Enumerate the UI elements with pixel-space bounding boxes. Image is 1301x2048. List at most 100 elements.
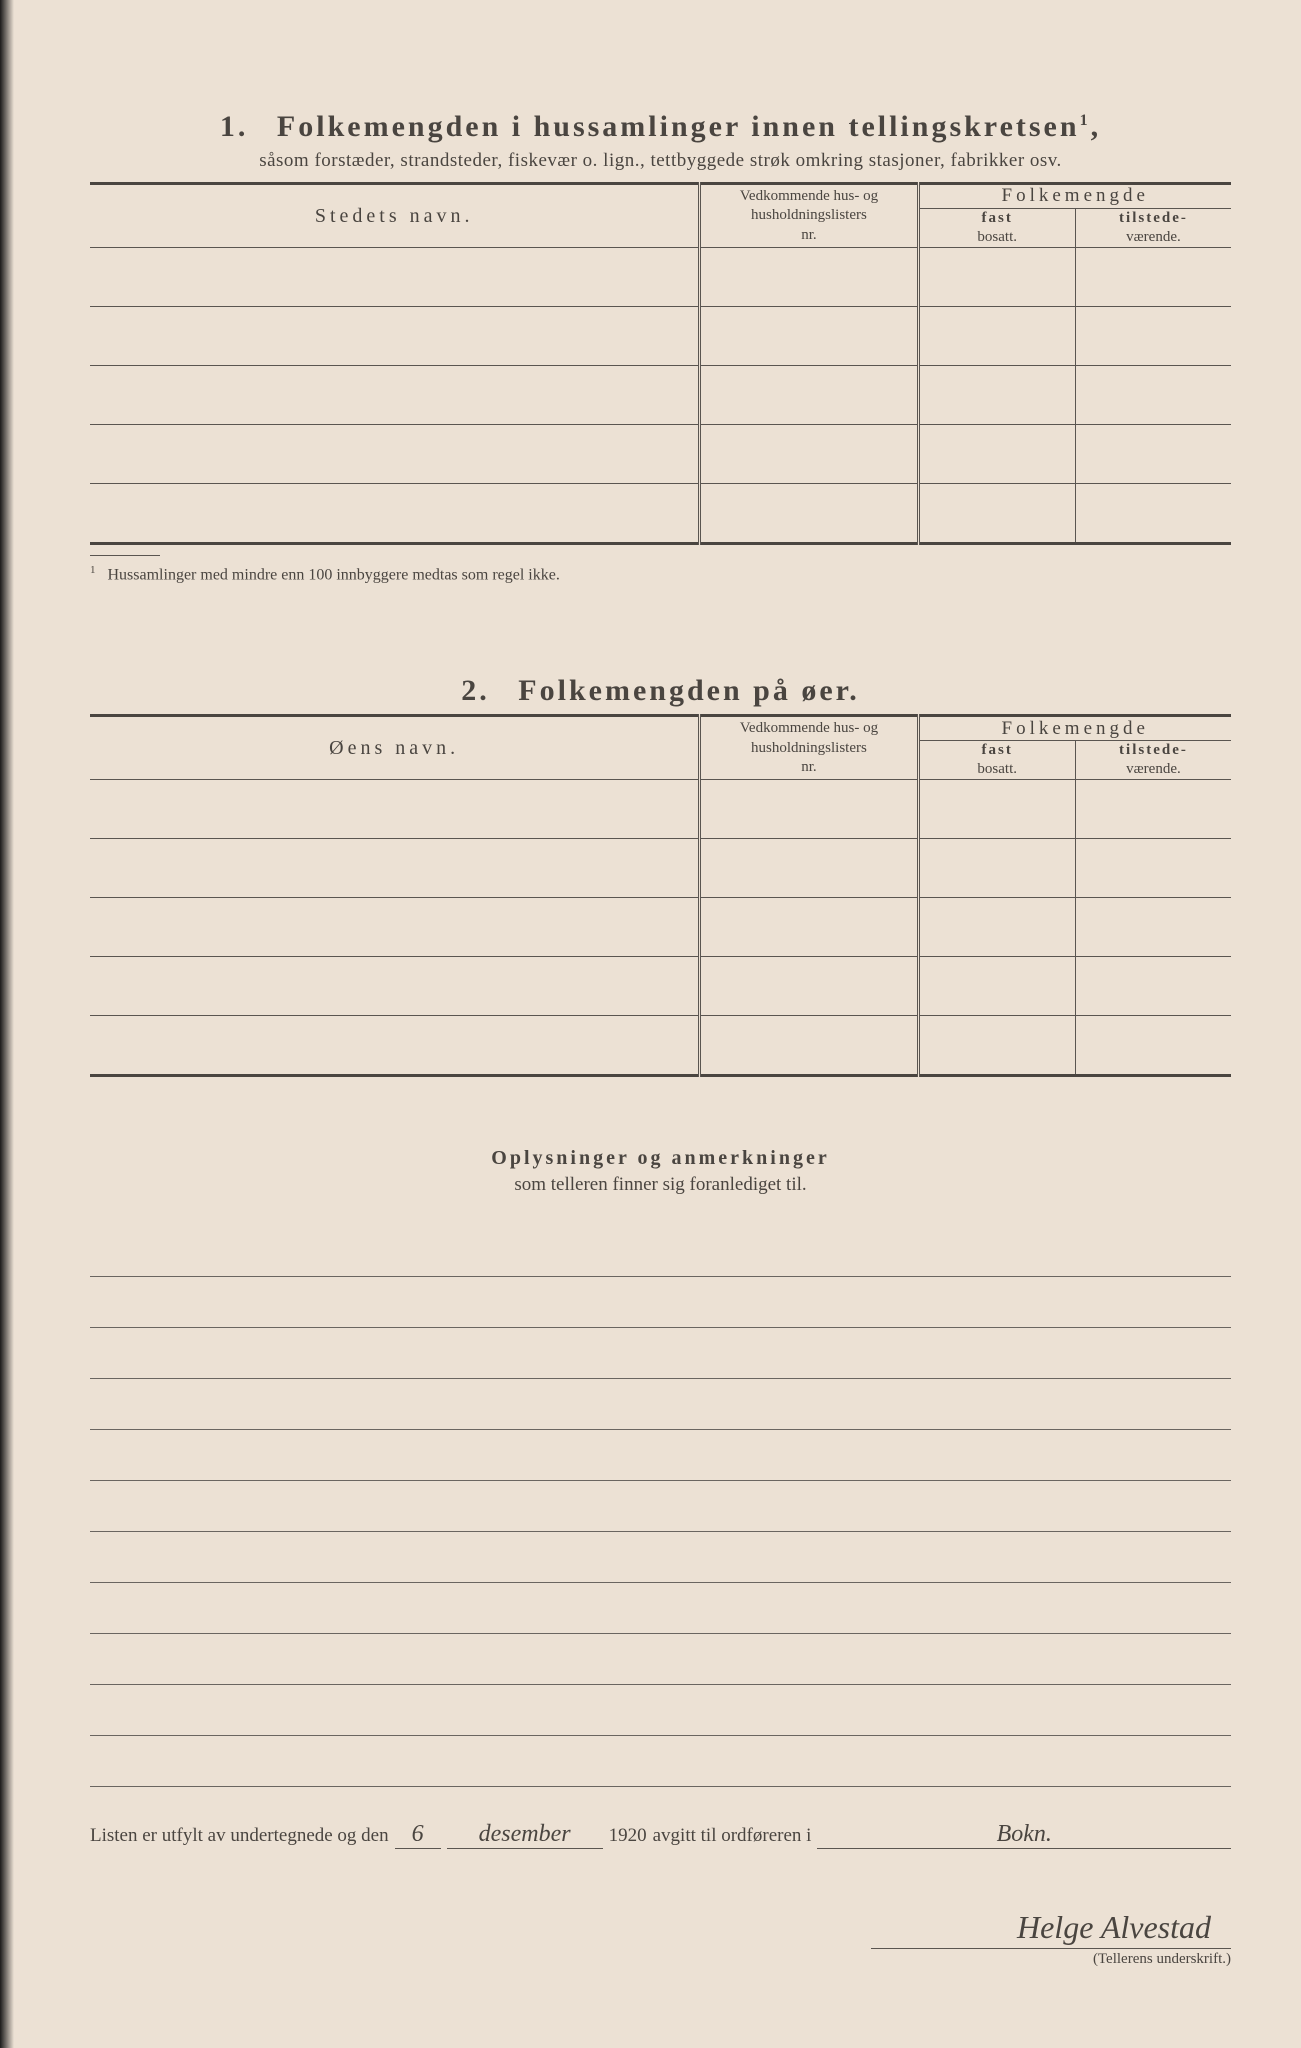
table-row [90, 839, 1231, 898]
nr-l1: Vedkommende hus- og [740, 188, 878, 204]
cell-name [90, 366, 700, 425]
remarks-subtitle: som telleren finner sig foranlediget til… [90, 1174, 1231, 1196]
table-row [90, 898, 1231, 957]
cell-til [1075, 425, 1231, 484]
section1-body [90, 248, 1231, 544]
til-l2: værende. [1126, 229, 1181, 245]
ruled-line [90, 1379, 1231, 1430]
cell-fast [918, 425, 1075, 484]
nr-l3: nr. [801, 227, 816, 243]
cell-fast [918, 484, 1075, 544]
decl-place: Bokn. [817, 1821, 1231, 1849]
section1-table: Stedets navn. Vedkommende hus- og hushol… [90, 182, 1231, 545]
section2-number: 2. [461, 674, 490, 707]
cell-til [1075, 248, 1231, 307]
cell-til [1075, 484, 1231, 544]
fast2-l1: fast [982, 742, 1013, 758]
section1-subtitle: såsom forstæder, strandsteder, fiskevær … [90, 150, 1231, 172]
section2-title: 2. Folkemengden på øer. [90, 674, 1231, 708]
til2-l2: værende. [1126, 761, 1181, 777]
remarks-lines [90, 1226, 1231, 1787]
cell-nr [700, 1016, 918, 1076]
footnote-marker: 1 [90, 564, 96, 576]
table-row [90, 307, 1231, 366]
decl-day: 6 [395, 1821, 441, 1849]
ruled-line [90, 1685, 1231, 1736]
cell-fast [918, 898, 1075, 957]
cell-nr [700, 248, 918, 307]
nr2-l1: Vedkommende hus- og [740, 720, 878, 736]
cell-fast [918, 248, 1075, 307]
cell-nr [700, 780, 918, 839]
ruled-line [90, 1481, 1231, 1532]
section1-footnote: 1 Hussamlinger med mindre enn 100 innbyg… [90, 564, 1231, 584]
nr2-l2: husholdningslisters [751, 740, 867, 756]
ruled-line [90, 1430, 1231, 1481]
cell-til [1075, 307, 1231, 366]
fast-l2: bosatt. [977, 229, 1017, 245]
ruled-line [90, 1634, 1231, 1685]
cell-name [90, 780, 700, 839]
decl-month: desember [447, 1821, 603, 1849]
til2-l1: tilstede- [1119, 742, 1188, 758]
section1-title-sup: 1 [1080, 112, 1091, 129]
table-row [90, 425, 1231, 484]
footnote-text: Hussamlinger med mindre enn 100 innbygge… [108, 566, 560, 583]
ruled-line [90, 1736, 1231, 1787]
section2-title-text: Folkemengden på øer. [518, 674, 859, 707]
section2-table: Øens navn. Vedkommende hus- og husholdni… [90, 714, 1231, 1077]
fast-l1: fast [982, 210, 1013, 226]
scan-shadow [0, 0, 14, 2048]
cell-til [1075, 957, 1231, 1016]
table-row [90, 484, 1231, 544]
cell-til [1075, 780, 1231, 839]
cell-name [90, 957, 700, 1016]
cell-fast [918, 957, 1075, 1016]
table-row [90, 780, 1231, 839]
cell-nr [700, 425, 918, 484]
declaration-line: Listen er utfylt av undertegnede og den … [90, 1821, 1231, 1849]
remarks-title: Oplysninger og anmerkninger [90, 1147, 1231, 1170]
decl-part1: Listen er utfylt av undertegnede og den [90, 1825, 389, 1847]
decl-part2: avgitt til ordføreren i [653, 1825, 812, 1847]
cell-fast [918, 307, 1075, 366]
signature-area: Helge Alvestad (Tellerens underskrift.) [90, 1909, 1231, 1968]
cell-name [90, 1016, 700, 1076]
cell-name [90, 898, 700, 957]
ruled-line [90, 1532, 1231, 1583]
footnote-rule [90, 555, 160, 556]
cell-nr [700, 898, 918, 957]
ruled-line [90, 1277, 1231, 1328]
table-row [90, 1016, 1231, 1076]
cell-fast [918, 839, 1075, 898]
cell-name [90, 425, 700, 484]
cell-til [1075, 898, 1231, 957]
nr2-l3: nr. [801, 759, 816, 775]
cell-nr [700, 366, 918, 425]
cell-nr [700, 839, 918, 898]
section1-number: 1. [220, 110, 249, 143]
col-tilstede: tilstede- værende. [1075, 208, 1231, 247]
cell-nr [700, 307, 918, 366]
declaration-area: Listen er utfylt av undertegnede og den … [90, 1821, 1231, 1968]
col-listers-nr: Vedkommende hus- og husholdningslisters … [700, 184, 918, 248]
ruled-line [90, 1328, 1231, 1379]
col-oens-navn: Øens navn. [90, 716, 700, 780]
col-folkemengde2: Folkemengde [918, 716, 1231, 741]
cell-til [1075, 366, 1231, 425]
spacer [90, 584, 1231, 674]
table-row [90, 957, 1231, 1016]
cell-til [1075, 839, 1231, 898]
nr-l2: husholdningslisters [751, 207, 867, 223]
fast2-l2: bosatt. [977, 761, 1017, 777]
ruled-line [90, 1226, 1231, 1277]
col-folkemengde: Folkemengde [918, 184, 1231, 209]
census-form-page: 1. Folkemengden i hussamlinger innen tel… [0, 0, 1301, 2048]
cell-til [1075, 1016, 1231, 1076]
signature-label: (Tellerens underskrift.) [90, 1951, 1231, 1968]
col-fast2: fast bosatt. [918, 740, 1075, 779]
signature: Helge Alvestad [871, 1909, 1231, 1949]
cell-nr [700, 957, 918, 1016]
cell-name [90, 248, 700, 307]
cell-name [90, 484, 700, 544]
